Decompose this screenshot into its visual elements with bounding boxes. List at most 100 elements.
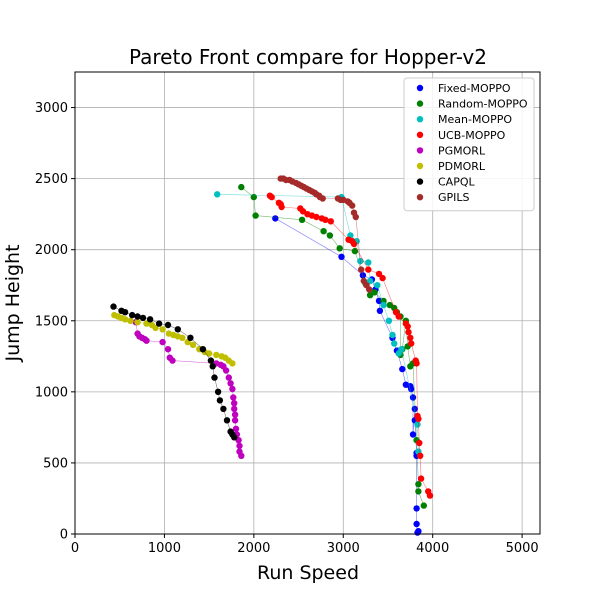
data-point bbox=[209, 363, 216, 370]
data-point bbox=[408, 340, 415, 347]
legend-entry: GPILS bbox=[438, 191, 470, 204]
data-point bbox=[413, 360, 420, 367]
data-point bbox=[407, 334, 414, 341]
data-point bbox=[352, 213, 359, 221]
x-tick-label: 4000 bbox=[416, 541, 449, 556]
series-pgmorl bbox=[132, 319, 245, 459]
data-point bbox=[313, 213, 320, 221]
data-point bbox=[250, 193, 257, 201]
legend-entry: PDMORL bbox=[438, 160, 486, 173]
data-point bbox=[231, 411, 239, 418]
data-point bbox=[413, 520, 420, 528]
data-point bbox=[420, 502, 427, 509]
data-point bbox=[278, 203, 285, 211]
y-tick-label: 2000 bbox=[35, 243, 68, 258]
data-point bbox=[231, 405, 238, 413]
y-tick-label: 3000 bbox=[35, 101, 68, 116]
data-point bbox=[121, 309, 129, 316]
y-tick-label: 2500 bbox=[35, 172, 68, 187]
data-point bbox=[349, 202, 356, 209]
data-point bbox=[231, 417, 239, 424]
x-tick-label: 5000 bbox=[506, 541, 539, 556]
data-point bbox=[207, 357, 215, 364]
legend-marker bbox=[416, 116, 424, 123]
x-axis-label: Run Speed bbox=[257, 562, 359, 584]
data-point bbox=[214, 191, 221, 198]
data-point bbox=[398, 346, 405, 353]
legend-entry: PGMORL bbox=[438, 144, 486, 157]
data-point bbox=[336, 245, 343, 252]
data-point bbox=[365, 266, 372, 273]
data-point bbox=[298, 216, 306, 223]
data-point bbox=[407, 363, 414, 370]
legend-marker bbox=[416, 178, 424, 185]
data-point bbox=[350, 240, 358, 248]
grid-lines bbox=[74, 72, 540, 535]
legend-box bbox=[403, 77, 535, 212]
series-pdmorl bbox=[111, 311, 236, 367]
data-point bbox=[395, 313, 402, 320]
data-point bbox=[214, 388, 222, 395]
data-point bbox=[375, 297, 383, 305]
data-point bbox=[134, 313, 141, 320]
legend-entry: CAPQL bbox=[438, 176, 475, 189]
data-point bbox=[139, 314, 147, 322]
data-point bbox=[225, 374, 232, 381]
data-point bbox=[143, 337, 150, 344]
data-point bbox=[213, 351, 220, 359]
x-tick-label: 2000 bbox=[237, 541, 270, 556]
series-layer bbox=[110, 175, 434, 536]
y-tick-label: 1500 bbox=[35, 314, 68, 329]
data-point bbox=[319, 195, 326, 202]
data-point bbox=[379, 274, 386, 282]
legend-entry: Mean-MOPPO bbox=[438, 113, 512, 126]
data-point bbox=[408, 385, 415, 393]
data-point bbox=[405, 328, 412, 336]
data-point bbox=[229, 360, 236, 367]
data-point bbox=[326, 232, 334, 239]
data-point bbox=[391, 340, 398, 347]
data-point bbox=[155, 320, 163, 327]
data-point bbox=[366, 286, 373, 293]
data-point bbox=[211, 374, 218, 381]
legend-entry: Random-MOPPO bbox=[438, 98, 528, 111]
data-point bbox=[413, 505, 420, 512]
legend: Fixed-MOPPO Random-MOPPO Mean-MOPPO UCB-MOP… bbox=[403, 77, 535, 212]
data-point bbox=[121, 316, 129, 323]
data-point bbox=[236, 442, 243, 450]
data-point bbox=[366, 277, 374, 285]
legend-marker bbox=[416, 162, 424, 170]
data-point bbox=[231, 434, 238, 441]
data-point bbox=[229, 385, 236, 393]
data-point bbox=[205, 350, 213, 357]
series-mean-moppo bbox=[214, 191, 422, 455]
x-axis-ticks: 0 1000 2000 3000 4000 5000 bbox=[71, 534, 539, 556]
y-axis-label: Jump Height bbox=[2, 244, 24, 362]
data-point bbox=[110, 303, 117, 310]
y-axis-ticks: 0 500 1000 1500 2000 2500 3000 bbox=[35, 101, 75, 543]
data-point bbox=[409, 394, 417, 401]
data-point bbox=[415, 481, 422, 488]
data-point bbox=[179, 334, 186, 341]
data-point bbox=[222, 367, 230, 374]
data-point bbox=[414, 421, 421, 428]
data-point bbox=[404, 323, 411, 330]
y-tick-label: 1000 bbox=[35, 385, 68, 400]
data-point bbox=[380, 301, 387, 309]
data-point bbox=[220, 405, 227, 413]
data-point bbox=[199, 346, 207, 353]
plot-frame bbox=[74, 71, 541, 535]
chart-title: Pareto Front compare for Hopper-v2 bbox=[129, 45, 487, 69]
data-point bbox=[159, 338, 166, 346]
data-point bbox=[252, 212, 259, 219]
data-point bbox=[189, 341, 197, 349]
data-point bbox=[338, 253, 345, 260]
legend-marker bbox=[416, 194, 424, 201]
data-point bbox=[164, 321, 172, 329]
data-point bbox=[415, 488, 422, 495]
data-point bbox=[322, 216, 329, 223]
data-point bbox=[358, 266, 365, 273]
data-point bbox=[238, 452, 245, 459]
data-point bbox=[417, 452, 424, 459]
